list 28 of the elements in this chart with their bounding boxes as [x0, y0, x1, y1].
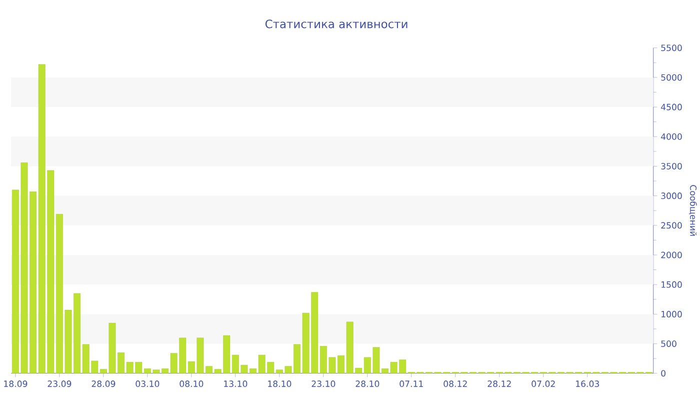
y-tick-label: 1500: [662, 282, 682, 288]
y-tick-label: 5000: [661, 74, 682, 81]
chart-title: Статистика активности: [265, 20, 408, 28]
x-tick-label: 07.11: [400, 380, 423, 388]
y-tick-label: 4000: [661, 134, 682, 140]
x-tick-label: 08.12: [444, 380, 467, 388]
x-tick-label: 18.09: [4, 380, 28, 388]
x-tick-label: 03.10: [136, 380, 160, 388]
x-tick-label: 28.10: [356, 380, 380, 388]
y-tick-label: 2500: [661, 222, 682, 229]
x-tick-label: 28.12: [488, 380, 511, 388]
x-tick-label: 23.10: [312, 380, 336, 388]
y-tick-label: 3500: [661, 163, 682, 170]
x-tick-label: 18.10: [268, 380, 292, 388]
x-tick-label: 28.09: [92, 380, 116, 388]
y-tick-label: 4500: [661, 104, 682, 110]
y-tick-label: 2000: [661, 252, 682, 258]
y-axis-title: Сообщений: [688, 185, 697, 236]
y-tick-label: 500: [661, 340, 676, 348]
y-tick-label: 3000: [661, 192, 682, 200]
y-tick-label: 1000: [662, 311, 682, 318]
x-tick-label: 16.03: [576, 380, 599, 388]
x-tick-label: 23.09: [48, 380, 72, 388]
x-tick-label: 13.10: [224, 380, 248, 388]
y-tick-label: 0: [661, 370, 666, 377]
x-tick-label: 08.10: [180, 380, 204, 388]
y-tick-label: 5500: [661, 44, 682, 52]
x-tick-label: 07.02: [532, 380, 555, 388]
